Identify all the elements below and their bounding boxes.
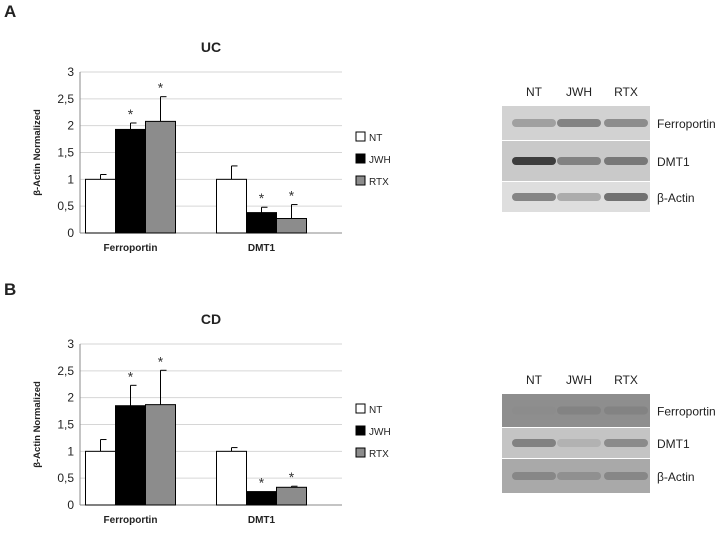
blot-band [604, 157, 648, 165]
significance-asterisk: * [158, 353, 164, 369]
blot-band [512, 193, 556, 201]
blot-band [512, 439, 556, 447]
western-blot-uc: NT JWH RTX Ferroportin DMT1 β-Actin [500, 78, 720, 218]
blot-band [604, 406, 648, 415]
chart-uc: UC 0 0,5 1 1,5 2 2,5 3 β-Actin Normalized Ferropo… [32, 39, 391, 254]
blot-band [557, 472, 601, 480]
significance-asterisk: * [128, 368, 134, 384]
blot-row-label: DMT1 [657, 437, 690, 451]
legend-swatch-nt [355, 403, 366, 414]
bar-nt-ferroportin [85, 178, 116, 234]
legend-swatch-rtx [355, 175, 366, 186]
y-axis-label: β-Actin Normalized [32, 109, 43, 196]
bar-jwh-dmt1 [246, 212, 277, 234]
y-tick-label: 2 [67, 391, 74, 405]
bar-jwh-ferroportin [115, 128, 146, 234]
legend-swatch-jwh [355, 153, 366, 164]
bar-jwh-ferroportin [115, 405, 146, 506]
bar-rtx-dmt1 [276, 486, 307, 506]
significance-asterisk: * [259, 190, 265, 206]
legend-swatch-jwh [355, 425, 366, 436]
y-tick-label: 0,5 [57, 199, 74, 213]
panel-label-b: B [4, 280, 17, 299]
blot-band [512, 119, 556, 127]
legend-label: NT [369, 133, 382, 144]
significance-asterisk: * [128, 106, 134, 122]
blot-band [557, 406, 601, 415]
blot-band [512, 406, 556, 415]
y-tick-label: 1 [67, 172, 74, 186]
y-tick-label: 2,5 [57, 92, 74, 106]
y-tick-label: 3 [67, 337, 74, 351]
bar-rtx-ferroportin [145, 120, 176, 234]
chart-cd: CD 0 0,5 1 1,5 2 2,5 3 β-Actin Normalized Ferropo… [32, 311, 391, 526]
blot-lane-label: NT [526, 373, 543, 387]
x-tick-label: Ferroportin [104, 243, 158, 254]
blot-row-label: β-Actin [657, 191, 695, 205]
blot-row-label: β-Actin [657, 470, 695, 484]
blot-band [512, 157, 556, 165]
blot-band [604, 119, 648, 127]
bar-nt-ferroportin [85, 450, 116, 506]
y-tick-label: 1,5 [57, 146, 74, 160]
blot-band [604, 193, 648, 201]
blot-image: NT JWH RTX Ferroportin DMT1 β-Actin [502, 373, 716, 493]
x-tick-label: Ferroportin [104, 515, 158, 526]
x-tick-label: DMT1 [248, 515, 276, 526]
blot-band [512, 472, 556, 480]
legend-label: RTX [369, 449, 389, 460]
chart-title: UC [201, 39, 221, 55]
chart-title: CD [201, 311, 221, 327]
y-tick-label: 1,5 [57, 418, 74, 432]
legend-label: JWH [369, 427, 391, 438]
blot-band [604, 472, 648, 480]
bar-rtx-ferroportin [145, 404, 176, 506]
bar-jwh-dmt1 [246, 491, 277, 506]
legend-label: JWH [369, 155, 391, 166]
blot-image: NT JWH RTX Ferroportin DMT1 β-Actin [502, 85, 716, 212]
blot-lane-label: RTX [614, 85, 638, 99]
blot-band [557, 157, 601, 165]
blot-band [557, 193, 601, 201]
significance-asterisk: * [289, 188, 295, 204]
blot-band [604, 439, 648, 447]
y-tick-label: 0 [67, 498, 74, 512]
y-tick-label: 1 [67, 444, 74, 458]
blot-row-label: DMT1 [657, 155, 690, 169]
significance-asterisk: * [259, 475, 265, 491]
blot-band [557, 119, 601, 127]
bar-nt-dmt1 [216, 178, 247, 234]
legend-swatch-rtx [355, 447, 366, 458]
y-tick-label: 2 [67, 119, 74, 133]
y-tick-label: 0,5 [57, 471, 74, 485]
y-tick-label: 0 [67, 226, 74, 240]
western-blot-cd: NT JWH RTX Ferroportin DMT1 β-Actin [500, 366, 720, 506]
panel-label-a: A [4, 2, 17, 21]
legend-swatch-nt [355, 131, 366, 142]
blot-lane-label: JWH [566, 373, 592, 387]
blot-band [557, 439, 601, 447]
blot-lane-label: JWH [566, 85, 592, 99]
y-tick-label: 3 [67, 65, 74, 79]
blot-lane-label: NT [526, 85, 543, 99]
blot-row-label: Ferroportin [657, 117, 716, 131]
significance-asterisk: * [158, 80, 164, 96]
bar-rtx-dmt1 [276, 218, 307, 234]
blot-row-label: Ferroportin [657, 405, 716, 419]
legend-label: NT [369, 405, 382, 416]
bar-nt-dmt1 [216, 450, 247, 506]
x-tick-label: DMT1 [248, 243, 276, 254]
y-tick-label: 2,5 [57, 364, 74, 378]
blot-lane-label: RTX [614, 373, 638, 387]
y-axis-label: β-Actin Normalized [32, 381, 43, 468]
significance-asterisk: * [289, 469, 295, 485]
legend-label: RTX [369, 177, 389, 188]
